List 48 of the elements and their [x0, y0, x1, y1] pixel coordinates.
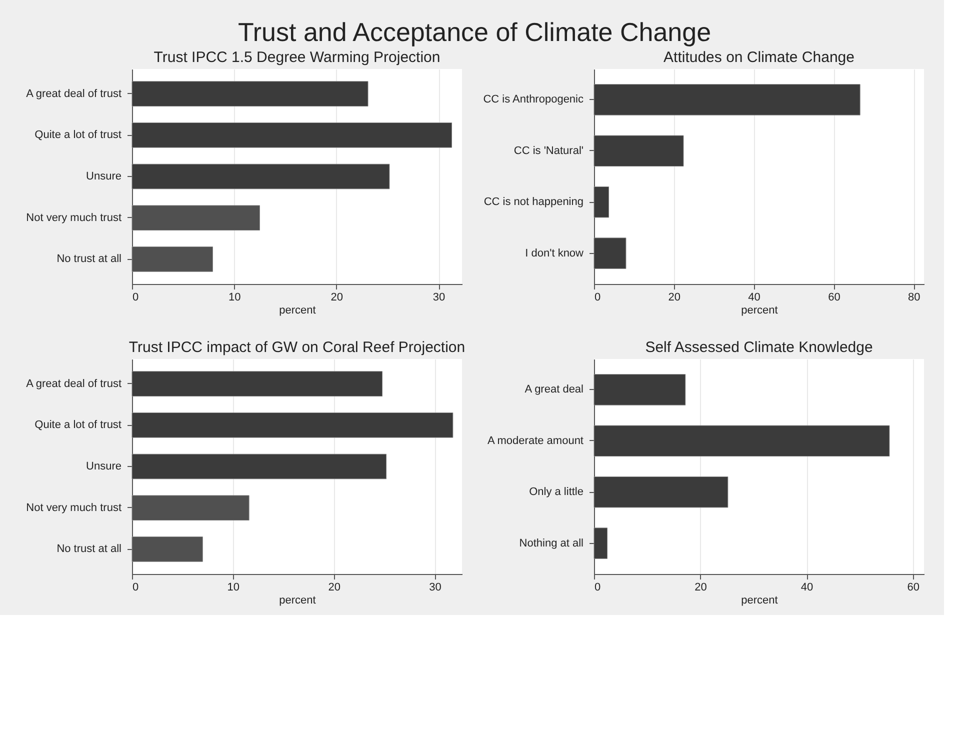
- y-tick-label: Unsure: [86, 170, 122, 182]
- x-tick-label: 20: [668, 292, 681, 304]
- y-tick-label: CC is 'Natural': [514, 144, 584, 157]
- y-tick-label: I don't know: [525, 247, 584, 260]
- y-tick-label: CC is Anthropogenic: [483, 94, 584, 106]
- x-tick-label: 40: [800, 582, 814, 594]
- chart-title: Attitudes on Climate Change: [664, 49, 854, 66]
- x-tick-label: 10: [227, 582, 240, 594]
- x-tick-label: 10: [228, 292, 241, 304]
- x-tick-label: 0: [132, 582, 139, 594]
- bar: [594, 135, 684, 167]
- x-tick-label: 20: [694, 582, 707, 594]
- y-tick-label: Not very much trust: [26, 502, 122, 514]
- y-tick-label: No trust at all: [56, 543, 122, 556]
- chart-title: Self Assessed Climate Knowledge: [645, 339, 873, 356]
- y-tick-label: Not very much trust: [26, 212, 122, 224]
- chart-title: Trust IPCC impact of GW on Coral Reef Projection: [128, 339, 466, 356]
- bar: [594, 84, 860, 116]
- y-tick-label: Unsure: [86, 460, 122, 472]
- bar: [594, 186, 610, 218]
- y-tick-label: A moderate amount: [487, 434, 584, 447]
- x-axis-title: percent: [279, 594, 316, 606]
- x-axis-title: percent: [741, 594, 778, 606]
- x-tick-label: 60: [828, 292, 840, 304]
- y-tick-label: Quite a lot of trust: [34, 419, 122, 432]
- y-tick-label: Nothing at all: [519, 537, 584, 550]
- y-tick-label: A great deal of trust: [26, 378, 122, 390]
- x-tick-label: 30: [432, 292, 446, 304]
- x-tick-label: 20: [328, 582, 340, 594]
- x-tick-label: 40: [748, 292, 760, 304]
- chart-title: Trust IPCC 1.5 Degree Warming Projection: [154, 49, 440, 66]
- x-tick-label: 0: [594, 292, 601, 304]
- x-axis-title: percent: [741, 304, 778, 316]
- y-tick-label: Quite a lot of trust: [34, 129, 122, 142]
- x-tick-label: 0: [132, 292, 139, 304]
- x-tick-label: 0: [594, 582, 601, 594]
- y-tick-label: Only a little: [529, 486, 584, 498]
- y-tick-label: A great deal of trust: [26, 88, 122, 100]
- bar: [594, 238, 626, 269]
- y-tick-label: A great deal: [524, 384, 584, 396]
- text: Trust and Acceptance of Climate Change: [238, 17, 712, 47]
- x-tick-label: 60: [907, 582, 920, 594]
- x-tick-label: 80: [908, 292, 920, 304]
- y-tick-label: CC is not happening: [484, 196, 584, 208]
- x-tick-label: 30: [429, 582, 442, 594]
- x-tick-label: 20: [330, 292, 343, 304]
- x-axis-title: percent: [279, 304, 316, 316]
- y-tick-label: No trust at all: [56, 253, 122, 266]
